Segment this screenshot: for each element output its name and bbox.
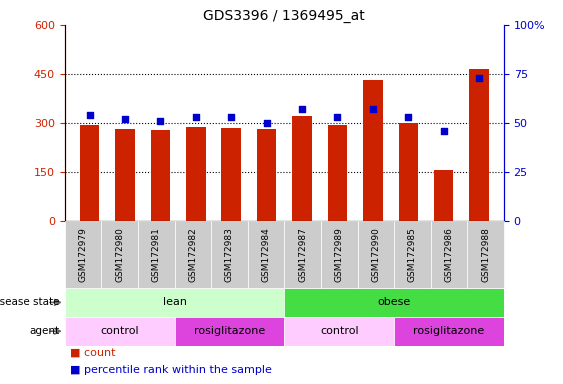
Text: GSM172982: GSM172982 <box>189 227 197 282</box>
Bar <box>284 288 504 317</box>
Point <box>120 116 129 122</box>
Point <box>404 114 413 120</box>
Point <box>333 114 342 120</box>
Point <box>297 106 306 112</box>
Point <box>368 106 377 112</box>
Bar <box>434 170 453 221</box>
Text: GSM172979: GSM172979 <box>79 227 87 282</box>
Bar <box>399 123 418 221</box>
Text: rosiglitazone: rosiglitazone <box>413 326 485 336</box>
Text: disease state: disease state <box>0 297 59 308</box>
Text: lean: lean <box>163 297 186 308</box>
Bar <box>363 81 383 221</box>
Text: control: control <box>320 326 359 336</box>
Text: GSM172986: GSM172986 <box>445 227 453 282</box>
Text: ■ count: ■ count <box>70 348 116 358</box>
Text: GSM172990: GSM172990 <box>372 227 380 282</box>
Text: GSM172989: GSM172989 <box>335 227 343 282</box>
Bar <box>186 127 205 221</box>
Bar <box>257 129 276 221</box>
Text: GSM172980: GSM172980 <box>115 227 124 282</box>
Bar <box>284 317 394 346</box>
Bar <box>175 317 284 346</box>
Text: rosiglitazone: rosiglitazone <box>194 326 265 336</box>
Point <box>475 75 484 81</box>
Bar <box>221 128 241 221</box>
Point <box>439 127 448 134</box>
Text: control: control <box>100 326 139 336</box>
Text: GSM172983: GSM172983 <box>225 227 234 282</box>
Bar <box>115 129 135 221</box>
Text: GSM172981: GSM172981 <box>152 227 160 282</box>
Text: ■ percentile rank within the sample: ■ percentile rank within the sample <box>70 365 272 375</box>
Text: GSM172988: GSM172988 <box>481 227 490 282</box>
Text: agent: agent <box>29 326 59 336</box>
Bar <box>470 69 489 221</box>
Text: GSM172984: GSM172984 <box>262 227 270 282</box>
Point <box>262 120 271 126</box>
Bar <box>80 124 99 221</box>
Bar <box>292 116 312 221</box>
Bar <box>65 288 284 317</box>
Point <box>85 112 94 118</box>
Bar <box>394 317 504 346</box>
Bar <box>151 130 170 221</box>
Point <box>227 114 236 120</box>
Title: GDS3396 / 1369495_at: GDS3396 / 1369495_at <box>203 8 365 23</box>
Bar <box>328 125 347 221</box>
Text: GSM172987: GSM172987 <box>298 227 307 282</box>
Bar <box>65 317 175 346</box>
Point <box>191 114 200 120</box>
Text: obese: obese <box>377 297 411 308</box>
Point <box>156 118 165 124</box>
Text: GSM172985: GSM172985 <box>408 227 417 282</box>
